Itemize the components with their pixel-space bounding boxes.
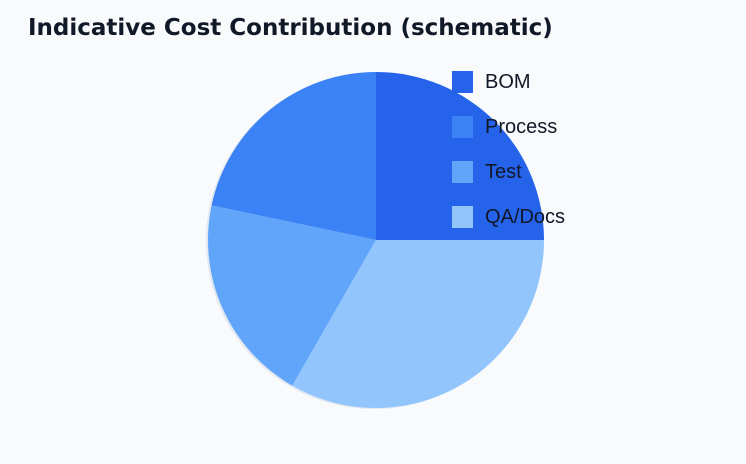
pie-slice-process[interactable] [211,72,376,240]
legend-label: Test [485,160,522,183]
legend-swatch [452,116,473,138]
legend-item[interactable]: Process [452,116,565,138]
chart-title: Indicative Cost Contribution (schematic) [28,15,553,41]
legend-label: QA/Docs [485,205,566,228]
legend-label: Process [485,115,558,138]
legend-item[interactable]: Test [452,161,565,183]
legend-swatch [452,206,473,228]
legend-item[interactable]: BOM [452,71,565,93]
legend-swatch [452,161,473,183]
pie-slice-bom[interactable] [376,72,544,240]
pie-slice-qa-docs[interactable] [292,240,544,408]
pie-slice-test[interactable] [207,205,376,386]
legend-swatch [452,71,473,93]
legend-label: BOM [485,70,531,93]
legend: BOM Process Test QA/Docs [452,71,565,251]
legend-item[interactable]: QA/Docs [452,206,565,228]
